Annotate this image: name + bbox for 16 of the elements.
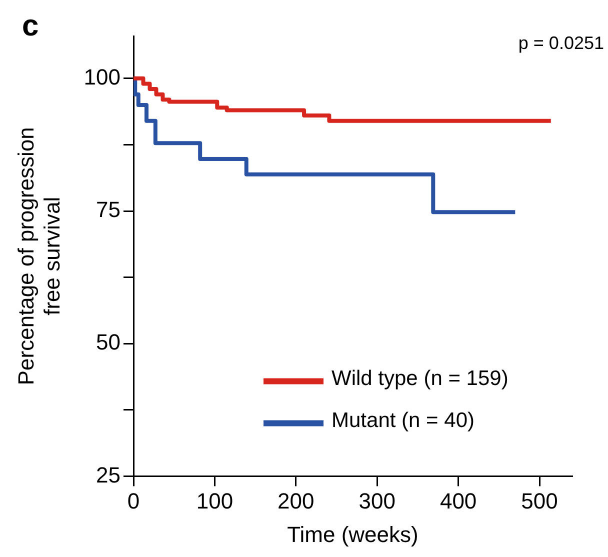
x-tick-label: 400 (440, 488, 477, 514)
y-tick-label: 100 (84, 64, 121, 90)
y-tick-label: 50 (96, 330, 121, 355)
legend-label: Wild type (n = 159) (332, 366, 508, 390)
legend-label: Mutant (n = 40) (332, 408, 475, 432)
x-axis-title: Time (weeks) (287, 522, 418, 547)
y-tick-label: 25 (96, 462, 121, 488)
x-tick-label: 300 (358, 488, 396, 514)
x-tick-label: 200 (278, 488, 314, 514)
annotation: p = 0.0251 (518, 32, 604, 53)
y-axis-title: Percentage of progression free survival (13, 127, 65, 386)
chart-title: c (22, 9, 39, 42)
x-tick-label: 0 (127, 488, 140, 514)
x-tick-label: 500 (521, 488, 558, 514)
x-tick-label: 100 (196, 488, 234, 514)
y-tick-label: 75 (96, 197, 121, 222)
